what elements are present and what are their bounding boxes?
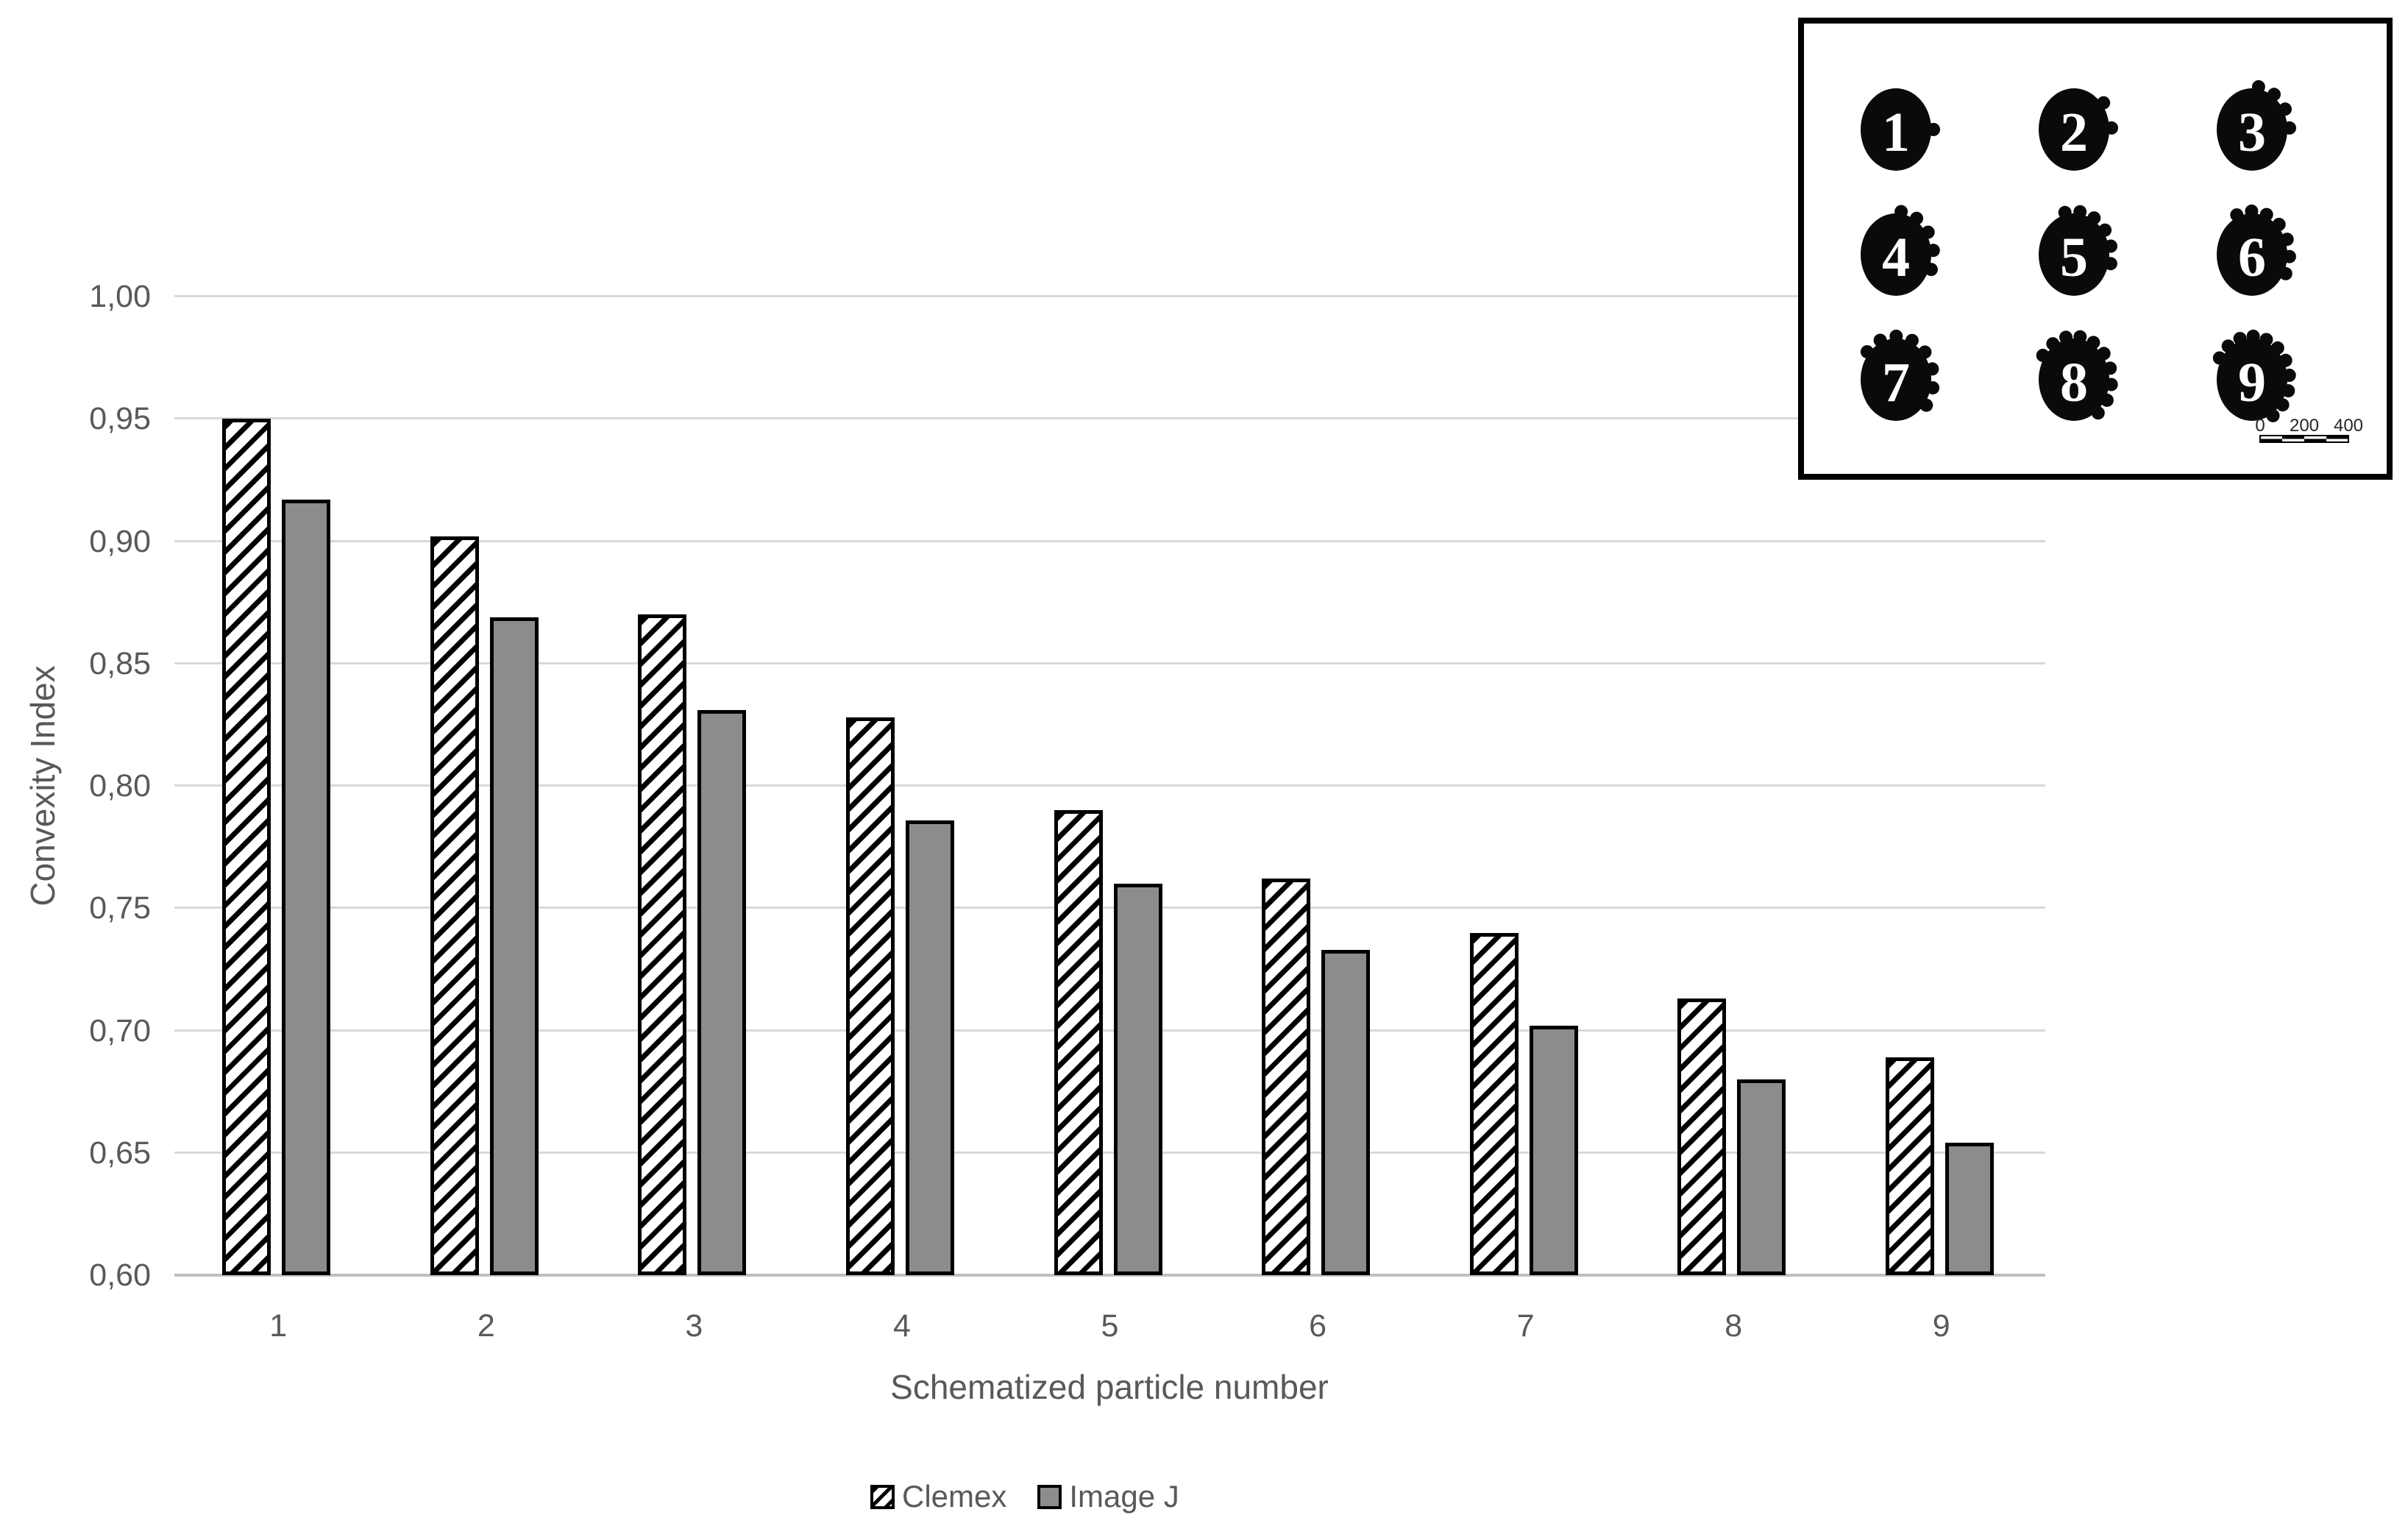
particle-2: 2 (2039, 88, 2118, 171)
clemex-hatched-swatch-icon (870, 1484, 895, 1509)
legend-label-clemex: Clemex (902, 1479, 1007, 1514)
x-tick-label: 2 (477, 1308, 495, 1344)
bar-imagej-particle-3 (697, 709, 747, 1275)
particle-9: 9 (2212, 330, 2296, 422)
bar-clemex-particle-8 (1677, 998, 1727, 1275)
particle-number: 3 (2238, 102, 2266, 163)
particle-6: 6 (2217, 205, 2296, 296)
particle-3: 3 (2217, 79, 2296, 171)
legend-item-imagej: Image J (1037, 1479, 1179, 1514)
gridline-0,65 (174, 1151, 2045, 1154)
x-tick-label: 3 (685, 1308, 703, 1344)
scale-bar-label: 400 (2334, 416, 2363, 436)
x-tick-label: 5 (1101, 1308, 1119, 1344)
particle-1: 1 (1861, 88, 1940, 171)
particle-4: 4 (1861, 205, 1940, 296)
gridline-1,00 (174, 295, 2045, 297)
gridline-0,75 (174, 907, 2045, 909)
y-tick-label: 0,80 (89, 768, 151, 803)
x-tick-label: 1 (269, 1308, 288, 1344)
particle-7: 7 (1860, 330, 1940, 421)
bar-clemex-particle-6 (1262, 879, 1311, 1275)
scale-bar-label: 200 (2290, 416, 2319, 436)
gridline-0,60 (174, 1274, 2045, 1277)
bar-imagej-particle-8 (1737, 1079, 1786, 1275)
x-axis-title: Schematized particle number (890, 1368, 1329, 1406)
particle-number: 7 (1882, 352, 1910, 414)
bar-clemex-particle-5 (1054, 810, 1103, 1275)
y-tick-label: 0,75 (89, 890, 151, 926)
bar-imagej-particle-2 (489, 617, 539, 1275)
bar-clemex-particle-2 (430, 536, 479, 1275)
bar-imagej-particle-1 (282, 499, 331, 1275)
y-tick-label: 0,65 (89, 1135, 151, 1171)
bar-clemex-particle-4 (845, 717, 895, 1275)
bar-imagej-particle-9 (1944, 1143, 1994, 1275)
y-tick-label: 0,85 (89, 645, 151, 681)
gridline-0,85 (174, 661, 2045, 664)
scale-bar-label: 0 (2255, 416, 2265, 436)
x-tick-label: 8 (1725, 1308, 1743, 1344)
inset-particle-diagram: 1 2 3 4 5 6 7 8 9 0 200 400 (1798, 18, 2393, 480)
legend: Clemex Image J (870, 1479, 1179, 1514)
particle-grid-graphic: 1 2 3 4 5 6 7 8 90 200 400 (1860, 79, 2363, 443)
particle-number: 4 (1882, 227, 1910, 288)
y-tick-label: 0,60 (89, 1257, 151, 1293)
bar-clemex-particle-1 (222, 419, 271, 1275)
scale-bar: 0 200 400 (2255, 416, 2363, 443)
gridline-0,90 (174, 539, 2045, 542)
y-tick-label: 0,90 (89, 523, 151, 559)
bar-imagej-particle-7 (1529, 1025, 1578, 1275)
legend-item-clemex: Clemex (870, 1479, 1006, 1514)
particle-number: 2 (2060, 102, 2088, 163)
particle-number: 1 (1882, 102, 1910, 163)
bar-imagej-particle-6 (1321, 949, 1371, 1275)
particle-number: 5 (2060, 227, 2088, 288)
x-tick-label: 6 (1309, 1308, 1326, 1344)
particle-number: 6 (2238, 227, 2266, 288)
gridline-0,70 (174, 1029, 2045, 1032)
imagej-gray-swatch-icon (1037, 1484, 1062, 1509)
gridline-0,95 (174, 417, 2045, 420)
bar-imagej-particle-4 (905, 820, 954, 1275)
x-tick-label: 9 (1932, 1308, 1950, 1344)
bar-clemex-particle-3 (638, 614, 687, 1275)
y-tick-label: 0,70 (89, 1012, 151, 1049)
legend-label-imagej: Image J (1069, 1479, 1179, 1514)
y-tick-label: 0,95 (89, 401, 151, 437)
particle-8: 8 (2036, 330, 2118, 421)
particle-5: 5 (2039, 205, 2117, 296)
y-tick-label: 1,00 (89, 279, 151, 314)
x-tick-label: 7 (1516, 1308, 1535, 1344)
particle-number: 8 (2060, 352, 2088, 414)
bar-imagej-particle-5 (1113, 884, 1162, 1275)
bar-clemex-particle-7 (1469, 932, 1519, 1275)
gridline-0,80 (174, 784, 2045, 787)
x-tick-label: 4 (892, 1308, 911, 1344)
bar-clemex-particle-9 (1885, 1057, 1934, 1275)
particle-number: 9 (2238, 352, 2266, 414)
